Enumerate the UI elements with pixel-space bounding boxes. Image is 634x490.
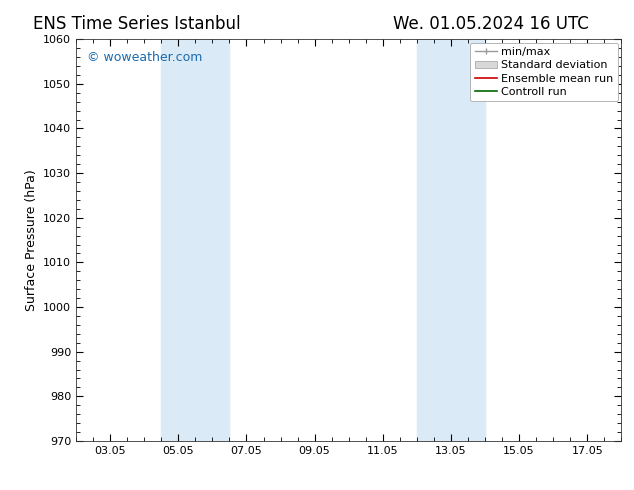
Text: © woweather.com: © woweather.com: [87, 51, 202, 64]
Bar: [161, 39, 230, 441]
Y-axis label: Surface Pressure (hPa): Surface Pressure (hPa): [25, 169, 37, 311]
Text: ENS Time Series Istanbul: ENS Time Series Istanbul: [34, 15, 241, 33]
Legend: min/max, Standard deviation, Ensemble mean run, Controll run: min/max, Standard deviation, Ensemble me…: [470, 43, 618, 101]
Text: We. 01.05.2024 16 UTC: We. 01.05.2024 16 UTC: [393, 15, 589, 33]
Bar: [417, 39, 485, 441]
